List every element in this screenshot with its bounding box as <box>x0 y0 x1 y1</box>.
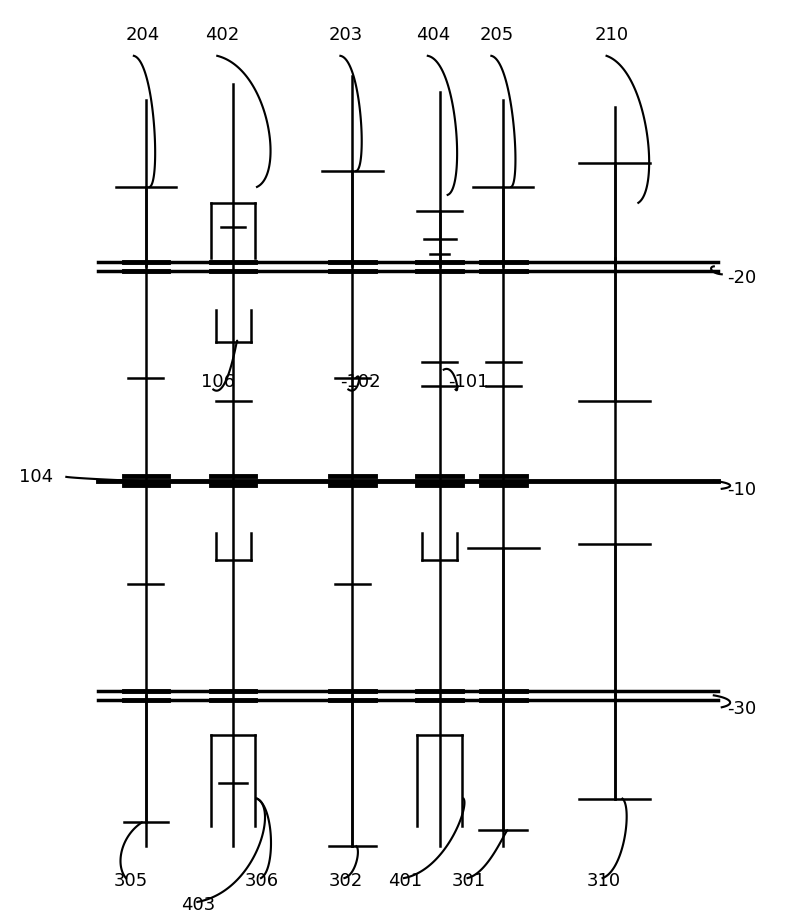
Text: -30: -30 <box>727 700 757 718</box>
Text: 210: 210 <box>594 26 629 44</box>
Text: 403: 403 <box>182 896 216 914</box>
Text: 306: 306 <box>245 872 279 890</box>
Text: -102: -102 <box>341 372 381 391</box>
Text: 203: 203 <box>329 26 362 44</box>
Text: 106: 106 <box>202 372 235 391</box>
Text: 310: 310 <box>586 872 621 890</box>
Text: -10: -10 <box>727 481 757 500</box>
Text: 301: 301 <box>452 872 486 890</box>
Text: -20: -20 <box>727 269 757 288</box>
Text: 205: 205 <box>479 26 514 44</box>
Text: 305: 305 <box>114 872 148 890</box>
Text: 204: 204 <box>126 26 160 44</box>
Text: 404: 404 <box>416 26 450 44</box>
Text: -101: -101 <box>448 372 488 391</box>
Text: 302: 302 <box>329 872 362 890</box>
Text: 104: 104 <box>18 467 53 486</box>
Text: 402: 402 <box>206 26 240 44</box>
Text: 401: 401 <box>388 872 422 890</box>
